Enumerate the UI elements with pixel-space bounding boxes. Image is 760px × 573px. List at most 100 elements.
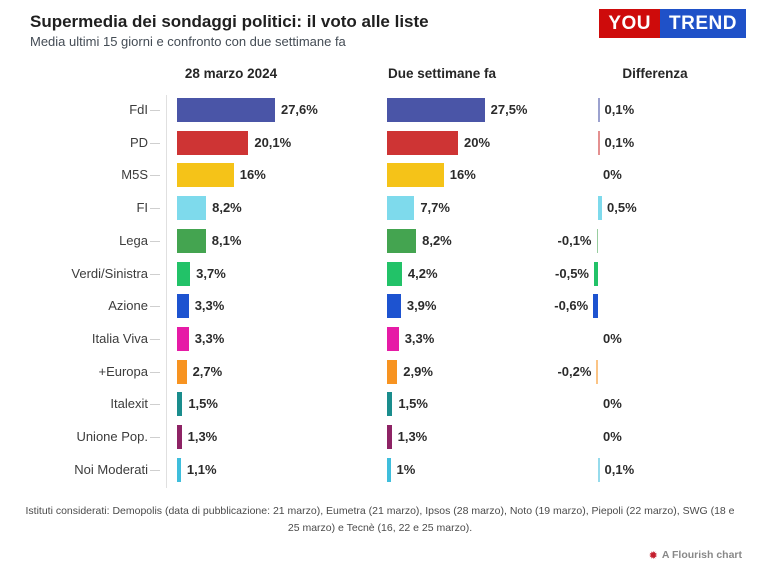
current-bar bbox=[177, 327, 189, 352]
previous-value-label: 8,2% bbox=[422, 232, 452, 248]
category-axis-line bbox=[166, 95, 167, 488]
diff-value-label: -0,1% bbox=[557, 232, 592, 248]
row-tick-mark bbox=[150, 273, 160, 275]
previous-bar bbox=[387, 228, 417, 253]
row-tick-mark bbox=[150, 437, 160, 439]
row-label: Noi Moderati bbox=[74, 461, 148, 477]
current-bar bbox=[177, 98, 275, 122]
row-label: PD bbox=[129, 134, 148, 150]
diff-value-label: -0,6% bbox=[554, 298, 589, 314]
current-value-label: 1,3% bbox=[187, 429, 218, 445]
current-bar bbox=[177, 228, 206, 253]
diff-value-label: 0% bbox=[603, 167, 622, 183]
current-bar bbox=[177, 425, 182, 450]
current-value-label: 1,1% bbox=[186, 461, 217, 477]
flourish-attribution[interactable]: ✹ A Flourish chart bbox=[649, 549, 742, 561]
previous-bar bbox=[387, 196, 415, 221]
previous-bar bbox=[387, 327, 399, 352]
row-tick-mark bbox=[150, 306, 160, 308]
diff-bar bbox=[598, 98, 600, 122]
previous-value-label: 1,3% bbox=[397, 429, 428, 445]
youtrend-logo: YOU TREND bbox=[599, 9, 746, 38]
previous-bar bbox=[387, 425, 392, 450]
diff-value-label: 0,1% bbox=[604, 134, 635, 150]
previous-bar bbox=[387, 261, 402, 286]
previous-bar bbox=[387, 457, 391, 482]
current-bar bbox=[177, 457, 181, 482]
diff-value-label: 0% bbox=[603, 429, 622, 445]
previous-value-label: 16% bbox=[449, 167, 476, 183]
current-value-label: 16% bbox=[239, 167, 266, 183]
current-bar bbox=[177, 130, 249, 155]
previous-value-label: 1% bbox=[396, 461, 416, 477]
current-bar bbox=[177, 196, 207, 221]
row-tick-mark bbox=[150, 208, 160, 210]
row-tick-mark bbox=[150, 404, 160, 406]
previous-value-label: 3,3% bbox=[404, 331, 435, 347]
current-value-label: 8,2% bbox=[212, 200, 242, 216]
diff-value-label: 0,5% bbox=[607, 200, 637, 216]
row-label: Unione Pop. bbox=[76, 429, 148, 445]
column-header-diff: Differenza bbox=[622, 66, 688, 81]
row-label: FdI bbox=[129, 102, 148, 117]
diff-bar bbox=[594, 261, 598, 286]
current-value-label: 27,6% bbox=[280, 102, 318, 117]
current-bar bbox=[177, 261, 191, 286]
current-value-label: 2,7% bbox=[192, 363, 223, 379]
previous-value-label: 7,7% bbox=[420, 200, 450, 216]
previous-value-label: 20% bbox=[464, 134, 491, 150]
diff-value-label: 0% bbox=[603, 331, 622, 347]
page-title: Supermedia dei sondaggi politici: il vot… bbox=[30, 12, 429, 31]
flourish-label: A Flourish chart bbox=[661, 549, 742, 561]
page-subtitle: Media ultimi 15 giorni e confronto con d… bbox=[30, 34, 346, 49]
current-value-label: 20,1% bbox=[254, 134, 292, 150]
diff-bar bbox=[598, 457, 600, 482]
current-value-label: 8,1% bbox=[211, 232, 242, 248]
row-tick-mark bbox=[150, 110, 160, 111]
previous-value-label: 4,2% bbox=[407, 265, 438, 281]
diff-bar bbox=[598, 130, 600, 155]
row-label: FI bbox=[136, 200, 148, 216]
row-tick-mark bbox=[150, 371, 160, 373]
previous-bar bbox=[387, 130, 458, 155]
diff-bar bbox=[596, 228, 598, 253]
row-label: Verdi/Sinistra bbox=[71, 265, 148, 281]
flourish-icon: ✹ bbox=[648, 548, 658, 562]
current-value-label: 3,3% bbox=[194, 298, 225, 314]
diff-bar bbox=[598, 196, 602, 221]
previous-bar bbox=[387, 392, 393, 417]
diff-value-label: -0,2% bbox=[557, 363, 592, 379]
current-value-label: 3,7% bbox=[196, 265, 226, 281]
previous-value-label: 27,5% bbox=[490, 102, 528, 117]
diff-bar bbox=[593, 294, 598, 319]
previous-bar bbox=[387, 359, 398, 384]
current-value-label: 1,5% bbox=[188, 396, 218, 412]
logo-trend-block: TREND bbox=[660, 9, 746, 38]
row-label: Italia Viva bbox=[91, 331, 148, 347]
row-label: Azione bbox=[108, 298, 148, 314]
row-label: M5S bbox=[121, 167, 148, 183]
previous-value-label: 2,9% bbox=[403, 363, 433, 379]
current-value-label: 3,3% bbox=[194, 331, 225, 347]
current-bar bbox=[177, 163, 234, 188]
row-tick-mark bbox=[150, 240, 160, 242]
row-label: +Europa bbox=[98, 363, 148, 379]
row-tick-mark bbox=[150, 175, 160, 177]
footnote: Istituti considerati: Demopolis (data di… bbox=[25, 505, 735, 534]
diff-value-label: 0,1% bbox=[604, 461, 635, 477]
row-tick-mark bbox=[150, 142, 160, 144]
row-label: Italexit bbox=[110, 396, 148, 412]
current-bar bbox=[177, 359, 187, 384]
previous-bar bbox=[387, 294, 401, 319]
row-label: Lega bbox=[119, 232, 148, 248]
diff-value-label: 0,1% bbox=[604, 102, 635, 117]
current-bar bbox=[177, 294, 189, 319]
diff-value-label: -0,5% bbox=[555, 265, 589, 281]
previous-value-label: 3,9% bbox=[406, 298, 437, 314]
previous-bar bbox=[387, 98, 485, 122]
current-bar bbox=[177, 392, 183, 417]
previous-value-label: 1,5% bbox=[398, 396, 428, 412]
row-tick-mark bbox=[150, 339, 160, 341]
column-header-current: 28 marzo 2024 bbox=[184, 66, 278, 81]
